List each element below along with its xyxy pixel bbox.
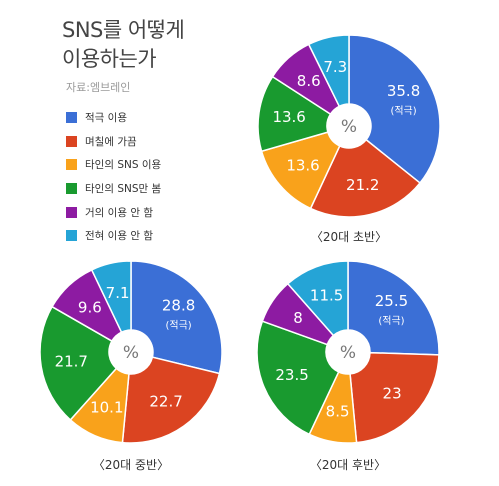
legend-label: 적극 이용 bbox=[85, 112, 127, 125]
donut-slice bbox=[121, 356, 221, 444]
donut-slice bbox=[307, 34, 350, 108]
chart-title-line-1: SNS를 어떻게 bbox=[62, 18, 185, 42]
legend-swatch bbox=[66, 230, 77, 242]
donut-slice bbox=[286, 260, 349, 337]
donut-slice bbox=[260, 131, 341, 210]
legend-label: 며칠에 가끔 bbox=[85, 135, 137, 148]
legend-swatch bbox=[66, 183, 77, 195]
center-unit-label: % bbox=[341, 117, 357, 137]
chart-caption: 〈20대 중반〉 bbox=[93, 458, 169, 472]
legend-item: 거의 이용 안 함 bbox=[66, 200, 161, 224]
donut-slice bbox=[309, 138, 422, 218]
slice-value-label: 8.6 bbox=[297, 72, 321, 90]
donut-chart: 28.8 (적극) 22.7 10.1 21.7 9.67.1% 〈20대 중반〉 bbox=[39, 260, 223, 472]
chart-caption: 〈20대 후반〉 bbox=[310, 458, 386, 472]
legend-label: 타인의 SNS만 봄 bbox=[85, 183, 162, 196]
legend-item: 타인의 SNS만 봄 bbox=[66, 177, 161, 201]
slice-value-label: 21.7 bbox=[55, 353, 88, 371]
legend-label: 전혀 이용 안 함 bbox=[85, 230, 153, 243]
slice-value-label: 22.7 bbox=[149, 392, 182, 410]
chart-title-line-2: 이용하는가 bbox=[62, 47, 157, 71]
chart-title: SNS를 어떻게 이용하는가 bbox=[62, 16, 185, 74]
donut-slice bbox=[348, 34, 441, 185]
donut-slice bbox=[349, 351, 440, 444]
donut-chart: 35.8 (적극) 21.2 13.6 13.6 8.67.3% 〈20대 초반〉 bbox=[257, 34, 441, 244]
slice-value-label: 25.5 bbox=[375, 292, 408, 310]
slice-value-label: 23 bbox=[383, 384, 402, 402]
slice-value-label: 35.8 bbox=[387, 82, 420, 100]
legend-swatch bbox=[66, 159, 77, 171]
slice-value-label: 13.6 bbox=[272, 108, 305, 126]
donut-slice bbox=[347, 260, 440, 356]
slice-note-label: (적극) bbox=[378, 315, 404, 327]
legend-label: 타인의 SNS 이용 bbox=[85, 159, 162, 172]
legend-item: 전혀 이용 안 함 bbox=[66, 224, 161, 248]
center-unit-label: % bbox=[123, 343, 139, 363]
slice-value-label: 10.1 bbox=[90, 398, 123, 416]
slice-note-label: (적극) bbox=[165, 320, 191, 332]
donut-slice bbox=[257, 75, 332, 153]
donut-slice bbox=[39, 305, 118, 421]
slice-value-label: 9.6 bbox=[78, 299, 102, 317]
slice-value-label: 8 bbox=[293, 309, 303, 327]
donut-slice bbox=[130, 260, 223, 375]
slice-value-label: 13.6 bbox=[286, 156, 319, 174]
slice-value-label: 8.5 bbox=[326, 403, 350, 421]
slice-value-label: 21.2 bbox=[346, 176, 379, 194]
center-unit-label: % bbox=[340, 343, 356, 363]
slice-note-label: (적극) bbox=[390, 105, 416, 117]
slice-value-label: 7.1 bbox=[106, 284, 130, 302]
legend-swatch bbox=[66, 112, 77, 124]
slice-value-label: 7.3 bbox=[323, 58, 347, 76]
legend-swatch bbox=[66, 206, 77, 218]
chart-caption: 〈20대 초반〉 bbox=[311, 230, 387, 244]
slice-value-label: 23.5 bbox=[275, 366, 308, 384]
donut-chart: 25.5 (적극) 23 8.5 23.5 8 11.5% 〈20대 후반〉 bbox=[256, 260, 440, 472]
legend-label: 거의 이용 안 함 bbox=[85, 206, 153, 219]
donut-slice bbox=[256, 320, 340, 436]
legend-item: 적극 이용 bbox=[66, 106, 161, 130]
donut-slice bbox=[90, 260, 132, 334]
source-note: 자료:엠브레인 bbox=[66, 81, 131, 94]
legend-swatch bbox=[66, 135, 77, 147]
slice-value-label: 11.5 bbox=[310, 286, 343, 304]
slice-value-label: 28.8 bbox=[162, 297, 195, 315]
legend-item: 타인의 SNS 이용 bbox=[66, 153, 161, 177]
legend-item: 며칠에 가끔 bbox=[66, 130, 161, 154]
